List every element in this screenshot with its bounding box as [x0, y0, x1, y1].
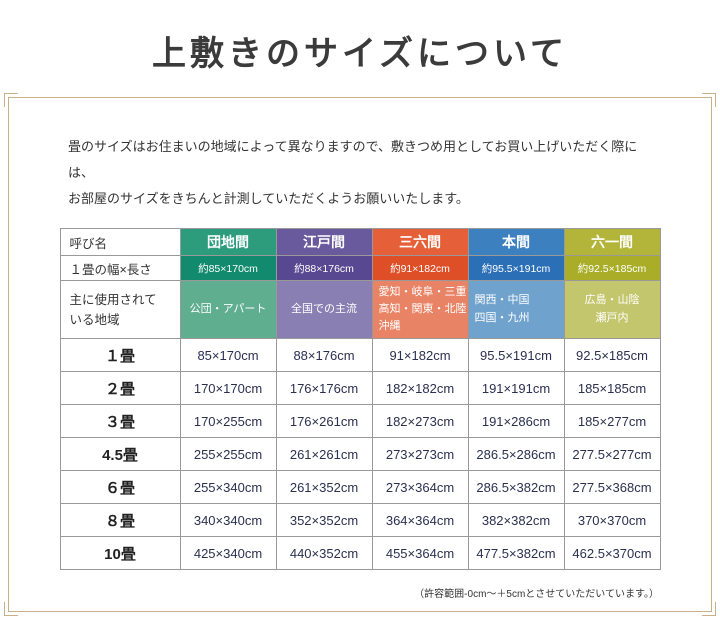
frame-corner [702, 93, 716, 107]
one-mat-size: 約88×176cm [275, 255, 373, 281]
size-value: 477.5×382cm [467, 536, 565, 570]
region-cell: 公団・アパート [179, 280, 277, 339]
size-value: 185×185cm [563, 371, 661, 405]
size-value: 176×261cm [275, 404, 373, 438]
size-value: 462.5×370cm [563, 536, 661, 570]
size-row-label: １畳の幅×長さ [59, 255, 181, 281]
size-value: 182×182cm [371, 371, 469, 405]
size-value: 273×273cm [371, 437, 469, 471]
size-value: 170×170cm [179, 371, 277, 405]
size-value: 170×255cm [179, 404, 277, 438]
size-value: 95.5×191cm [467, 338, 565, 372]
size-value: 286.5×286cm [467, 437, 565, 471]
size-value: 340×340cm [179, 503, 277, 537]
size-value: 185×277cm [563, 404, 661, 438]
size-value: 92.5×185cm [563, 338, 661, 372]
size-table: 呼び名 団地間 江戸間 三六間 本間 六一間 １畳の幅×長さ 約85×170cm… [59, 228, 661, 570]
size-value: 176×176cm [275, 371, 373, 405]
size-value: 382×382cm [467, 503, 565, 537]
header-row: 呼び名 団地間 江戸間 三六間 本間 六一間 [59, 228, 661, 256]
one-mat-size: 約95.5×191cm [467, 255, 565, 281]
content-frame: 畳のサイズはお住まいの地域によって異なりますので、敷きつめ用としてお買い上げいた… [4, 93, 716, 616]
one-mat-size: 約92.5×185cm [563, 255, 661, 281]
table-row: 10畳 425×340cm 440×352cm 455×364cm 477.5×… [59, 536, 661, 570]
size-value: 255×340cm [179, 470, 277, 504]
table-row: ８畳 340×340cm 352×352cm 364×364cm 382×382… [59, 503, 661, 537]
page-title: 上敷きのサイズについて [152, 36, 568, 73]
table-row: 4.5畳 255×255cm 261×261cm 273×273cm 286.5… [59, 437, 661, 471]
size-value: 182×273cm [371, 404, 469, 438]
size-value: 85×170cm [179, 338, 277, 372]
region-cell: 愛知・岐阜・三重 高知・関東・北陸 沖縄 [371, 280, 469, 339]
size-value: 277.5×368cm [563, 470, 661, 504]
column-header-honma: 本間 [467, 228, 565, 256]
region-cell: 全国での主流 [275, 280, 373, 339]
table-row: ６畳 255×340cm 261×352cm 273×364cm 286.5×3… [59, 470, 661, 504]
table-row: ３畳 170×255cm 176×261cm 182×273cm 191×286… [59, 404, 661, 438]
row-label: ６畳 [59, 470, 181, 504]
table-row: １畳 85×170cm 88×176cm 91×182cm 95.5×191cm… [59, 338, 661, 372]
row-label: 10畳 [59, 536, 181, 570]
size-value: 91×182cm [371, 338, 469, 372]
size-value: 88×176cm [275, 338, 373, 372]
size-value: 364×364cm [371, 503, 469, 537]
size-value: 425×340cm [179, 536, 277, 570]
size-value: 455×364cm [371, 536, 469, 570]
tolerance-note: （許容範囲-0cm〜＋5cmとさせていただいています。） [414, 589, 659, 600]
frame-corner [4, 602, 18, 616]
row-label: １畳 [59, 338, 181, 372]
intro-text: 畳のサイズはお住まいの地域によって異なりますので、敷きつめ用としてお買い上げいた… [68, 139, 638, 206]
row-label: ２畳 [59, 371, 181, 405]
size-value: 277.5×277cm [563, 437, 661, 471]
one-mat-size-row: １畳の幅×長さ 約85×170cm 約88×176cm 約91×182cm 約9… [59, 255, 661, 281]
one-mat-size: 約85×170cm [179, 255, 277, 281]
size-value: 273×364cm [371, 470, 469, 504]
size-value: 286.5×382cm [467, 470, 565, 504]
region-cell: 広島・山陰 瀬戸内 [563, 280, 661, 339]
table-row: ２畳 170×170cm 176×176cm 182×182cm 191×191… [59, 371, 661, 405]
size-value: 261×352cm [275, 470, 373, 504]
row-label: ３畳 [59, 404, 181, 438]
region-row: 主に使用されて いる地域 公団・アパート 全国での主流 愛知・岐阜・三重 高知・… [59, 280, 661, 339]
size-value: 191×286cm [467, 404, 565, 438]
region-row-label: 主に使用されて いる地域 [59, 280, 181, 339]
size-value: 255×255cm [179, 437, 277, 471]
size-value: 191×191cm [467, 371, 565, 405]
size-value: 352×352cm [275, 503, 373, 537]
column-header-danchima: 団地間 [179, 228, 277, 256]
region-cell: 関西・中国 四国・九州 [467, 280, 565, 339]
row-label: 4.5畳 [59, 437, 181, 471]
size-value: 370×370cm [563, 503, 661, 537]
size-value: 440×352cm [275, 536, 373, 570]
frame-corner [4, 93, 18, 107]
one-mat-size: 約91×182cm [371, 255, 469, 281]
column-header-rokuichima: 六一間 [563, 228, 661, 256]
frame-corner [702, 602, 716, 616]
size-value: 261×261cm [275, 437, 373, 471]
row-label: ８畳 [59, 503, 181, 537]
column-header-edoma: 江戸間 [275, 228, 373, 256]
column-header-sanrokuma: 三六間 [371, 228, 469, 256]
corner-header: 呼び名 [59, 228, 181, 256]
